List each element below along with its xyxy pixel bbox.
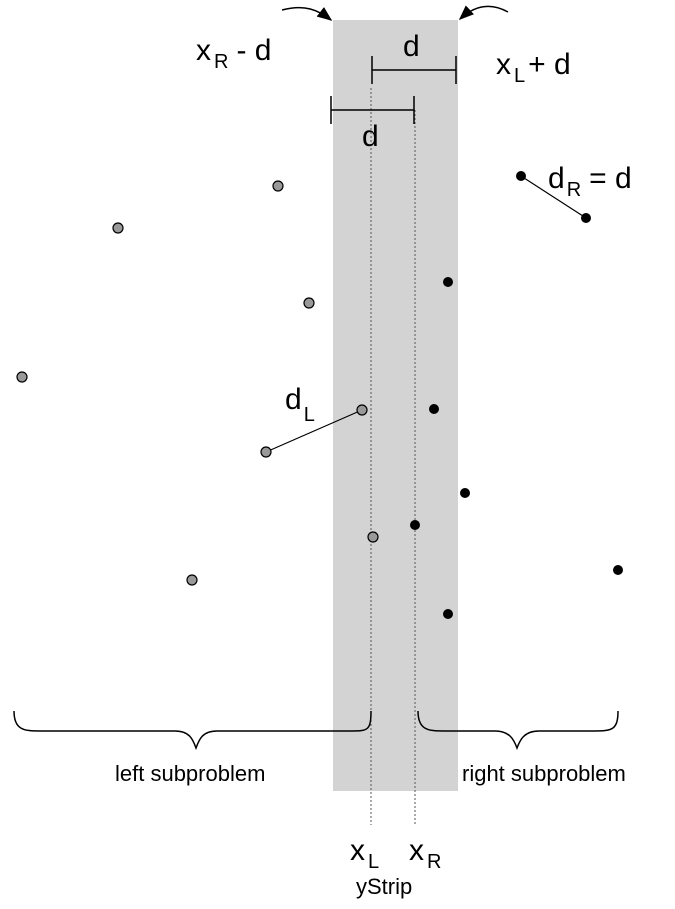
arrow-xl-plus-d — [458, 5, 509, 21]
left-point — [303, 297, 315, 309]
label-d-top: d — [403, 30, 420, 63]
right-point — [460, 488, 470, 498]
d-measure-top — [371, 56, 457, 84]
label-xl-plus-d: x L + d — [496, 48, 571, 87]
d-measure-bottom — [330, 96, 415, 124]
right-point — [613, 565, 623, 575]
right-points — [410, 171, 623, 619]
dl-segment — [265, 409, 363, 453]
left-point — [367, 531, 379, 543]
dr-segment — [520, 175, 587, 219]
left-points — [16, 180, 379, 586]
left-point — [16, 371, 28, 383]
right-point — [443, 277, 453, 287]
label-d-bottom: d — [362, 120, 379, 153]
label-right-subproblem: right subproblem — [462, 761, 626, 786]
left-point — [272, 180, 284, 192]
right-point — [410, 520, 420, 530]
label-dr-eq-d: d R = d — [548, 162, 632, 201]
left-point — [112, 222, 124, 234]
right-point — [581, 213, 591, 223]
left-point — [356, 404, 368, 416]
label-left-subproblem: left subproblem — [115, 761, 265, 786]
label-ystrip: yStrip — [356, 874, 412, 899]
right-point — [443, 609, 453, 619]
right-point — [516, 171, 526, 181]
y-strip-region — [333, 20, 458, 791]
arrow-xr-minus-d — [281, 6, 333, 21]
left-point — [260, 446, 272, 458]
right-point — [429, 404, 439, 414]
right-subproblem-brace — [417, 710, 619, 751]
left-subproblem-brace — [13, 710, 372, 751]
left-point — [186, 574, 198, 586]
